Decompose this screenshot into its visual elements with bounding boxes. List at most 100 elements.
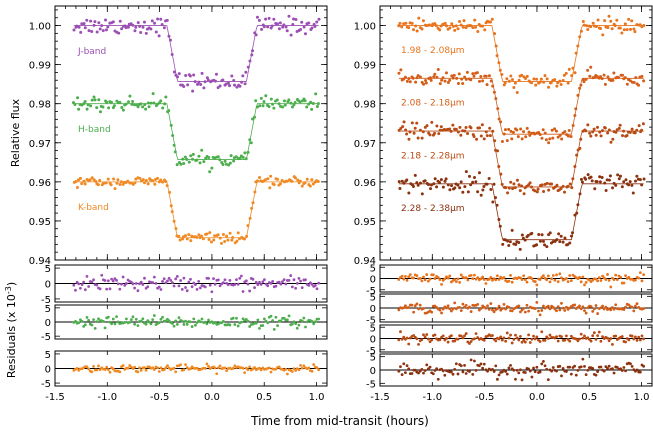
residual-point bbox=[121, 364, 125, 367]
data-point bbox=[272, 106, 276, 110]
residual-point bbox=[207, 276, 210, 280]
residual-point bbox=[436, 276, 440, 279]
residual-point bbox=[535, 365, 539, 369]
residual-point bbox=[535, 335, 539, 339]
y-tick-label: 0.98 bbox=[354, 100, 376, 111]
data-point bbox=[116, 178, 120, 182]
residual-point bbox=[294, 369, 298, 372]
residual-point bbox=[92, 278, 95, 282]
data-point bbox=[144, 31, 148, 35]
residual-point bbox=[302, 364, 306, 368]
data-point bbox=[603, 82, 607, 86]
residual-point bbox=[405, 278, 409, 282]
residual-point bbox=[482, 362, 486, 366]
data-point bbox=[157, 34, 161, 38]
residual-point bbox=[489, 276, 493, 279]
data-point bbox=[511, 187, 515, 191]
data-point bbox=[444, 24, 448, 28]
data-point bbox=[628, 130, 632, 134]
data-point bbox=[292, 103, 296, 107]
data-point bbox=[509, 180, 513, 184]
residual-point bbox=[90, 370, 94, 374]
data-point bbox=[622, 129, 626, 133]
data-point bbox=[300, 184, 304, 188]
data-point bbox=[165, 18, 169, 22]
residual-point bbox=[108, 287, 112, 291]
data-point bbox=[90, 30, 94, 34]
residual-point bbox=[619, 275, 623, 279]
data-point bbox=[601, 33, 605, 37]
data-point bbox=[101, 29, 105, 33]
residual-point bbox=[256, 283, 260, 287]
residual-point bbox=[402, 362, 406, 366]
data-point bbox=[578, 35, 582, 39]
data-point bbox=[96, 183, 100, 187]
residual-point bbox=[634, 278, 637, 282]
data-point bbox=[314, 92, 318, 96]
data-point bbox=[253, 115, 257, 119]
data-point bbox=[244, 157, 248, 161]
data-point bbox=[573, 114, 577, 118]
data-point bbox=[617, 75, 620, 79]
residual-point bbox=[484, 282, 488, 285]
data-point bbox=[279, 182, 283, 186]
residual-point bbox=[397, 308, 401, 312]
residual-point bbox=[596, 279, 600, 283]
data-point bbox=[472, 74, 476, 78]
residual-point bbox=[192, 317, 196, 321]
residual-point bbox=[583, 309, 586, 312]
data-point bbox=[570, 186, 574, 190]
data-point bbox=[600, 77, 604, 81]
residual-point bbox=[456, 277, 460, 281]
data-point bbox=[172, 70, 176, 74]
residual-point bbox=[634, 304, 637, 308]
residual-point bbox=[286, 318, 289, 322]
data-point bbox=[458, 186, 462, 190]
residual-point bbox=[422, 275, 425, 279]
residual-point bbox=[399, 365, 402, 369]
residual-point bbox=[441, 307, 445, 311]
residual-point bbox=[184, 286, 187, 289]
data-point bbox=[578, 192, 582, 196]
residual-point bbox=[604, 278, 608, 281]
residual-point bbox=[581, 275, 585, 279]
data-point bbox=[151, 179, 155, 183]
data-point bbox=[547, 85, 551, 89]
residual-point bbox=[304, 278, 307, 282]
data-point bbox=[458, 20, 462, 24]
data-point bbox=[483, 28, 487, 32]
data-point bbox=[258, 176, 262, 180]
panel-left-flux: 0.940.950.960.970.980.991.00J-bandH-band… bbox=[29, 5, 328, 267]
data-point bbox=[264, 178, 268, 182]
data-point bbox=[101, 105, 105, 109]
data-point bbox=[285, 179, 289, 183]
residual-point bbox=[164, 366, 168, 370]
data-point bbox=[509, 129, 513, 133]
x-tick-label: -0.5 bbox=[475, 392, 495, 403]
data-point bbox=[80, 22, 84, 26]
data-point bbox=[417, 16, 421, 20]
data-point bbox=[620, 31, 624, 35]
data-point bbox=[555, 183, 559, 187]
data-point bbox=[189, 154, 193, 158]
residual-point bbox=[565, 334, 568, 338]
data-point bbox=[566, 134, 570, 138]
residual-point bbox=[515, 336, 519, 340]
y-tick-label: 0.95 bbox=[29, 217, 51, 228]
residual-point bbox=[525, 280, 529, 284]
data-point bbox=[415, 76, 419, 80]
data-point bbox=[632, 27, 636, 31]
residual-point bbox=[106, 315, 110, 319]
residual-point bbox=[133, 365, 137, 369]
data-point bbox=[175, 163, 179, 167]
data-point bbox=[124, 102, 128, 106]
residual-point bbox=[458, 280, 462, 284]
data-point bbox=[209, 240, 213, 244]
data-point bbox=[141, 178, 145, 182]
residual-point bbox=[491, 308, 494, 312]
residual-point bbox=[599, 279, 603, 282]
data-point bbox=[207, 237, 211, 241]
data-point bbox=[427, 183, 431, 187]
data-point bbox=[240, 80, 244, 84]
data-point bbox=[440, 78, 444, 82]
